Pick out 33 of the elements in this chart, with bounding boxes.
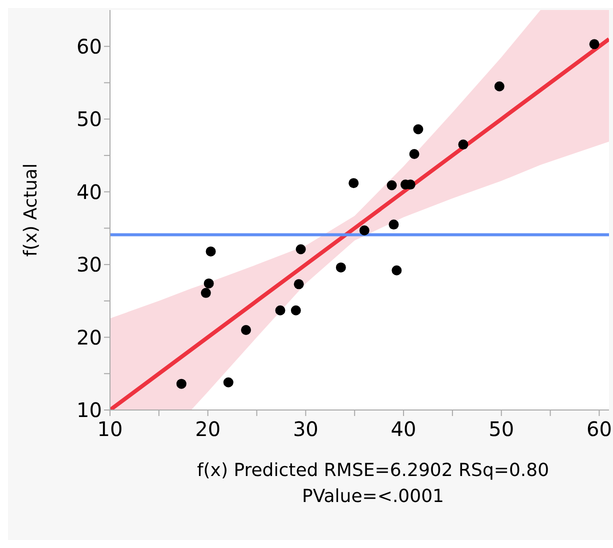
y-tick-label: 60 xyxy=(76,34,102,58)
point xyxy=(336,262,346,272)
point xyxy=(223,377,234,388)
x-tick-label: 30 xyxy=(292,417,318,442)
y-tick-label: 40 xyxy=(76,180,102,204)
point xyxy=(204,278,214,288)
point xyxy=(200,288,211,298)
point xyxy=(176,378,186,389)
x-tick-label: 50 xyxy=(488,417,514,442)
point xyxy=(275,305,286,316)
point xyxy=(294,279,304,290)
y-tick-label: 50 xyxy=(76,107,102,132)
x-tick-label: 40 xyxy=(390,417,416,442)
point xyxy=(458,140,468,150)
y-tick-label: 20 xyxy=(76,325,102,350)
point xyxy=(359,225,370,236)
point xyxy=(290,305,301,316)
point xyxy=(392,265,402,276)
point xyxy=(241,325,251,335)
point xyxy=(409,149,420,159)
x-tick-label: 60 xyxy=(586,417,612,442)
point xyxy=(386,180,397,190)
y-tick-label: 30 xyxy=(76,252,102,277)
point xyxy=(589,39,600,50)
point xyxy=(206,246,216,256)
y-axis-title: f(x) Actual xyxy=(20,163,42,257)
point xyxy=(494,81,504,92)
x-axis-title: f(x) Predicted RMSE=6.2902 RSq=0.80 PValue=<.0001 xyxy=(196,459,550,509)
point xyxy=(348,178,359,188)
x-tick-label: 20 xyxy=(195,417,221,442)
point xyxy=(296,244,306,254)
point xyxy=(388,220,399,230)
point xyxy=(413,124,424,134)
